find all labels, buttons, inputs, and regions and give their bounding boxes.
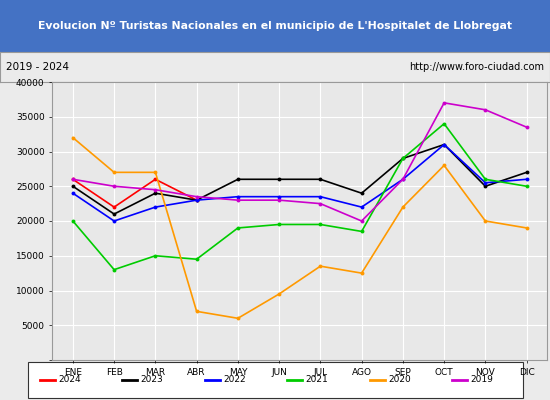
Text: 2023: 2023: [141, 376, 163, 384]
Text: 2020: 2020: [388, 376, 411, 384]
FancyBboxPatch shape: [28, 362, 522, 398]
Text: 2022: 2022: [223, 376, 246, 384]
Text: 2019: 2019: [471, 376, 493, 384]
Text: Evolucion Nº Turistas Nacionales en el municipio de L'Hospitalet de Llobregat: Evolucion Nº Turistas Nacionales en el m…: [38, 21, 512, 31]
Text: 2019 - 2024: 2019 - 2024: [6, 62, 69, 72]
Text: http://www.foro-ciudad.com: http://www.foro-ciudad.com: [410, 62, 544, 72]
Text: 2024: 2024: [58, 376, 81, 384]
Text: 2021: 2021: [306, 376, 328, 384]
